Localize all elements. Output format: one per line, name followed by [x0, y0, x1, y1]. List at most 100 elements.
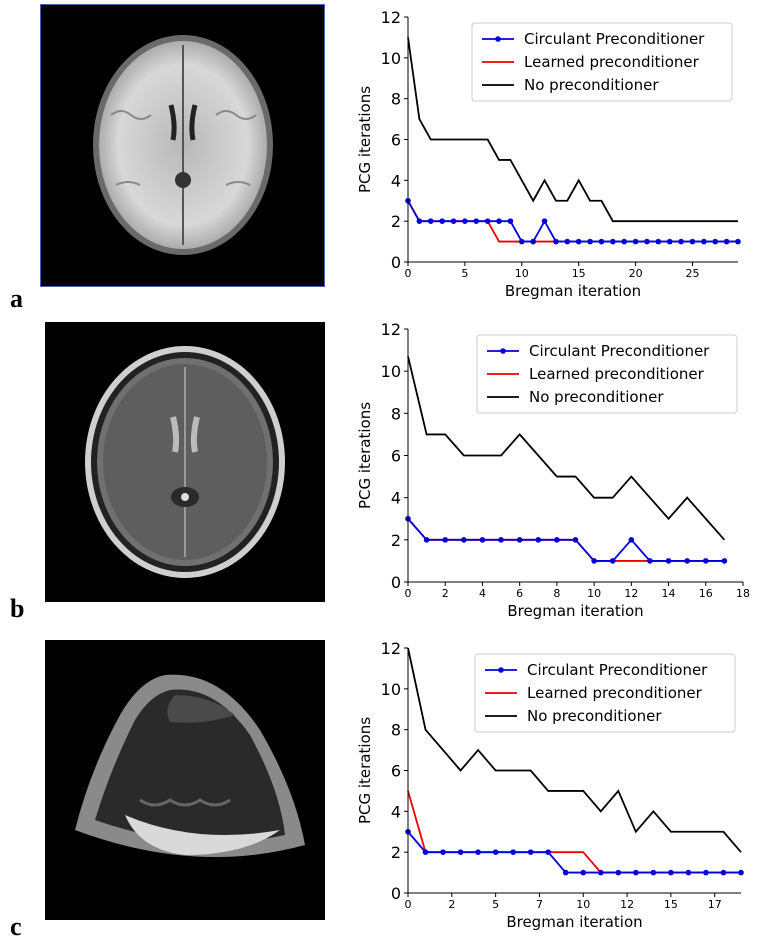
data-point [417, 218, 423, 224]
panel-label-c: c [10, 912, 22, 942]
series-line-0 [408, 519, 724, 561]
x-tick-label: 0 [405, 898, 412, 911]
data-point [439, 218, 445, 224]
x-tick-label: 10 [515, 267, 529, 280]
data-point [703, 870, 709, 876]
mri-image-a [41, 5, 324, 286]
mri-image-c [45, 640, 325, 920]
data-point [535, 537, 541, 543]
data-point [721, 870, 727, 876]
y-tick-label: 8 [391, 404, 401, 423]
data-point [616, 870, 622, 876]
y-tick-label: 12 [381, 639, 401, 658]
x-axis-label: Bregman iteration [505, 282, 641, 300]
x-axis-label: Bregman iteration [506, 913, 642, 931]
data-point [633, 239, 639, 245]
data-point [666, 558, 672, 564]
x-tick-label: 16 [699, 587, 713, 600]
data-point [517, 537, 523, 543]
x-tick-label: 10 [576, 898, 590, 911]
x-tick-label: 2 [442, 587, 449, 600]
data-point [684, 558, 690, 564]
x-tick-label: 2 [448, 898, 455, 911]
y-tick-label: 6 [391, 447, 401, 466]
y-tick-label: 12 [381, 320, 401, 339]
y-tick-label: 2 [391, 212, 401, 231]
y-axis-label: PCG iterations [356, 402, 374, 509]
x-tick-label: 12 [620, 898, 634, 911]
data-point [554, 537, 560, 543]
data-point [576, 239, 582, 245]
data-point [651, 870, 657, 876]
x-tick-label: 15 [664, 898, 678, 911]
chart-svg-c: 025710121517024681012Bregman iterationPC… [350, 636, 760, 940]
panel-label-a: a [10, 284, 23, 314]
data-point [510, 849, 516, 855]
data-point [428, 218, 434, 224]
y-tick-label: 0 [391, 253, 401, 272]
data-point [703, 558, 709, 564]
y-tick-label: 4 [391, 489, 401, 508]
x-tick-label: 10 [587, 587, 601, 600]
x-tick-label: 5 [461, 267, 468, 280]
data-point [647, 558, 653, 564]
y-tick-label: 6 [391, 131, 401, 150]
data-point [580, 870, 586, 876]
y-tick-label: 2 [391, 531, 401, 550]
data-point [498, 537, 504, 543]
y-tick-label: 8 [391, 721, 401, 740]
data-point [656, 239, 662, 245]
x-tick-label: 5 [492, 898, 499, 911]
data-point [722, 558, 728, 564]
data-point [424, 537, 430, 543]
x-tick-label: 8 [553, 587, 560, 600]
data-point [461, 537, 467, 543]
data-point [508, 218, 514, 224]
data-point [629, 537, 635, 543]
x-tick-label: 18 [736, 587, 750, 600]
panel-label-b: b [10, 594, 24, 624]
chart-svg-a: 0510152025024681012Bregman iterationPCG … [350, 5, 760, 307]
data-point [668, 870, 674, 876]
y-axis-label: PCG iterations [356, 717, 374, 824]
data-point [735, 239, 741, 245]
data-point [493, 849, 499, 855]
data-point [473, 218, 479, 224]
data-point [485, 218, 491, 224]
data-point [530, 239, 536, 245]
legend-label-1: Learned preconditioner [524, 53, 700, 71]
legend-label-0: Circulant Preconditioner [524, 30, 705, 48]
x-tick-label: 20 [629, 267, 643, 280]
chart-b: 024681012141618024681012Bregman iteratio… [350, 317, 760, 625]
data-point [591, 558, 597, 564]
y-tick-label: 10 [381, 49, 401, 68]
data-point [621, 239, 627, 245]
data-point [667, 239, 673, 245]
x-tick-label: 17 [708, 898, 722, 911]
data-point [553, 239, 559, 245]
data-point [610, 239, 616, 245]
legend-label-0: Circulant Preconditioner [529, 342, 710, 360]
y-tick-label: 12 [381, 8, 401, 27]
data-point [712, 239, 718, 245]
legend-label-1: Learned preconditioner [527, 684, 703, 702]
data-point [528, 849, 534, 855]
data-point [598, 870, 604, 876]
data-point [599, 239, 605, 245]
data-point [633, 870, 639, 876]
data-point [563, 870, 569, 876]
legend-label-2: No preconditioner [529, 388, 664, 406]
data-point [480, 537, 486, 543]
y-tick-label: 4 [391, 802, 401, 821]
data-point [565, 239, 571, 245]
legend-marker-0 [500, 348, 506, 354]
data-point [701, 239, 707, 245]
data-point [458, 849, 464, 855]
data-point [423, 849, 429, 855]
y-tick-label: 10 [381, 680, 401, 699]
data-point [690, 239, 696, 245]
x-tick-label: 6 [516, 587, 523, 600]
y-tick-label: 0 [391, 884, 401, 903]
x-tick-label: 14 [662, 587, 676, 600]
legend-label-1: Learned preconditioner [529, 365, 705, 383]
